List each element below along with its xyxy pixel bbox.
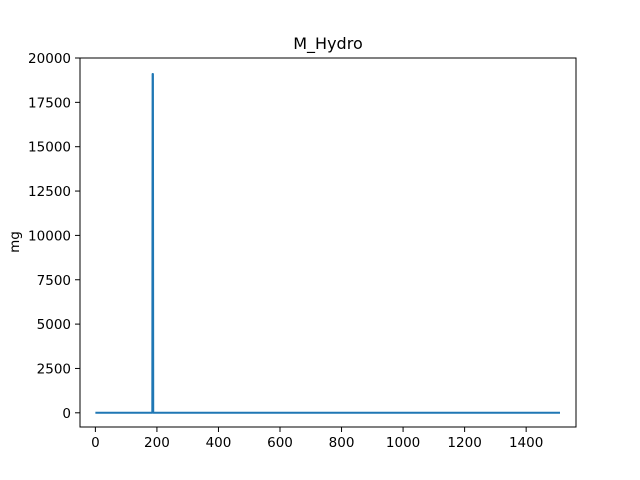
x-tick-label: 200: [144, 435, 170, 451]
y-tick-label: 17500: [28, 95, 71, 111]
x-tick-label: 1200: [447, 435, 481, 451]
y-tick-label: 7500: [37, 273, 71, 289]
y-axis-ticks: 0 2500 5000 7500 10000 12500 15000 17500 20000: [28, 51, 80, 422]
chart-title: M_Hydro: [293, 34, 362, 54]
x-tick-label: 400: [206, 435, 232, 451]
plot-frame: [79, 57, 577, 428]
x-axis-ticks: 0 200 400 600 800 1000 1200 1400: [91, 427, 543, 451]
x-tick-label: 800: [329, 435, 355, 451]
plot-background: [80, 58, 576, 427]
x-tick-label: 0: [91, 435, 100, 451]
x-tick-label: 600: [267, 435, 293, 451]
y-tick-label: 20000: [28, 51, 71, 67]
series-layer: [95, 72, 560, 414]
y-tick-label: 2500: [37, 361, 71, 377]
series-line-0: [95, 72, 560, 414]
y-axis-label: mg: [7, 231, 23, 253]
y-tick-label: 0: [62, 406, 71, 422]
y-tick-label: 12500: [28, 184, 71, 200]
x-tick-label: 1000: [386, 435, 420, 451]
y-tick-label: 15000: [28, 140, 71, 156]
y-tick-label: 5000: [37, 317, 71, 333]
x-tick-label: 1400: [509, 435, 543, 451]
y-tick-label: 10000: [28, 228, 71, 244]
